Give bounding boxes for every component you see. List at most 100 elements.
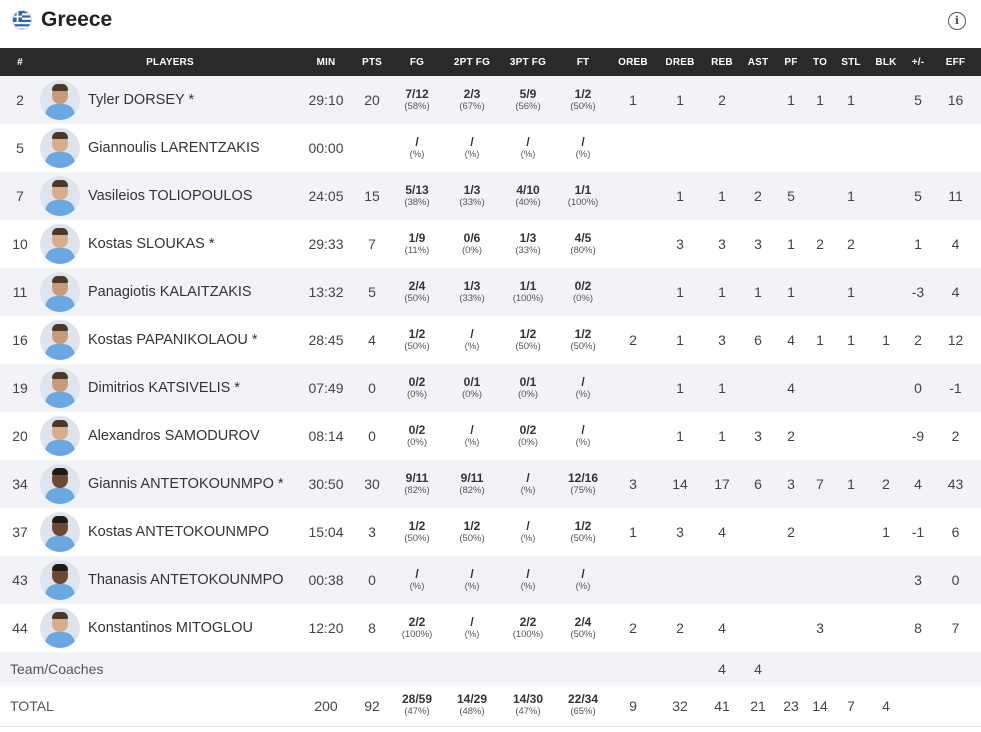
- dreb-cell: 3: [676, 236, 684, 252]
- column-header[interactable]: 2PT FG: [453, 56, 491, 68]
- pts-cell: 0: [368, 428, 376, 444]
- fg2-percentage: (33%): [459, 196, 485, 208]
- player-name[interactable]: Alexandros SAMODUROV: [88, 428, 260, 444]
- blk-cell: [906, 652, 930, 686]
- fg2-cell: 9/11 (82%): [442, 460, 502, 508]
- column-header[interactable]: FG: [409, 56, 425, 68]
- table-row[interactable]: 2 Tyler DORSEY * 29:10 20 7/12 (58%) 2/3 (67%) 5…: [0, 76, 981, 124]
- table-row[interactable]: 11 Panagiotis KALAITZAKIS 13:32 5 2/4 (50%) 1/…: [0, 268, 981, 316]
- table-row[interactable]: 44 Konstantinos MITOGLOU 12:20 8 2/2 (100%) /(…: [0, 604, 981, 652]
- table-row[interactable]: 37 Kostas ANTETOKOUNMPO 15:04 3 1/2 (50%) 1/2(…: [0, 508, 981, 556]
- table-row[interactable]: 19 Dimitrios KATSIVELIS * 07:49 0 0/2 (0%) 0/1…: [0, 364, 981, 412]
- team-name: Greece: [41, 8, 113, 31]
- table-row[interactable]: 16 Kostas PAPANIKOLAOU * 28:45 4 1/2 (50%) / (%…: [0, 316, 981, 364]
- player-cell[interactable]: Giannoulis LARENTZAKIS: [40, 124, 300, 172]
- fg3-percentage: (0%): [517, 436, 539, 448]
- fg-cell: 5/13 (38%): [392, 172, 442, 220]
- column-header[interactable]: EFF: [945, 56, 966, 68]
- ft-percentage: (50%): [570, 100, 596, 112]
- player-name[interactable]: Thanasis ANTETOKOUNMPO: [88, 572, 284, 588]
- player-name[interactable]: Panagiotis KALAITZAKIS: [88, 284, 252, 300]
- dreb-cell: 14: [672, 476, 688, 492]
- avatar: [40, 560, 80, 600]
- table-row[interactable]: 20 Alexandros SAMODUROV 08:14 0 0/2 (0%) / (%) 0…: [0, 412, 981, 460]
- column-header[interactable]: PTS: [361, 56, 383, 68]
- reb-cell: 17: [714, 476, 730, 492]
- player-name[interactable]: Dimitrios KATSIVELIS *: [88, 380, 241, 396]
- column-header[interactable]: +/-: [911, 56, 925, 68]
- player-name[interactable]: Giannoulis LARENTZAKIS: [88, 140, 260, 156]
- player-cell[interactable]: Vasileios TOLIOPOULOS: [40, 172, 300, 220]
- player-cell[interactable]: Alexandros SAMODUROV: [40, 412, 300, 460]
- fg2-made-attempted: 0/1: [463, 374, 481, 389]
- fg3-percentage: (%): [520, 484, 536, 496]
- ft-cell: 4/5 (80%): [554, 220, 612, 268]
- pm-cell: 5: [914, 188, 922, 204]
- fg2-cell: / (%): [442, 412, 502, 460]
- fg2-percentage: (50%): [459, 532, 485, 544]
- player-cell[interactable]: Thanasis ANTETOKOUNMPO: [40, 556, 300, 604]
- pf-cell: [804, 652, 836, 686]
- pts-cell: 8: [368, 620, 376, 636]
- column-header[interactable]: STL: [841, 56, 861, 68]
- column-header[interactable]: PF: [784, 56, 798, 68]
- pm-cell: 5: [914, 92, 922, 108]
- table-row[interactable]: 34 Giannis ANTETOKOUNMPO * 30:50 30 9/11 (82%…: [0, 460, 981, 508]
- ft-percentage: (0%): [572, 292, 594, 304]
- pm-cell: -1: [911, 524, 925, 540]
- player-cell[interactable]: Dimitrios KATSIVELIS *: [40, 364, 300, 412]
- column-header[interactable]: MIN: [316, 56, 336, 68]
- column-header[interactable]: TO: [812, 56, 828, 68]
- column-header[interactable]: DREB: [665, 56, 695, 68]
- fg-percentage: (58%): [404, 100, 430, 112]
- table-row[interactable]: 43 Thanasis ANTETOKOUNMPO 00:38 0/(%) / (%) /(…: [0, 556, 981, 604]
- player-cell[interactable]: Kostas PAPANIKOLAOU *: [40, 316, 300, 364]
- fg3-percentage: (0%): [517, 388, 539, 400]
- table-row[interactable]: 7 Vasileios TOLIOPOULOS 24:05 15 5/13 (38%) 1/…: [0, 172, 981, 220]
- ast-cell: 6: [754, 332, 762, 348]
- player-cell[interactable]: Giannis ANTETOKOUNMPO *: [40, 460, 300, 508]
- column-header[interactable]: OREB: [618, 56, 648, 68]
- column-header[interactable]: PLAYERS: [146, 56, 194, 68]
- pf-cell: 5: [787, 188, 795, 204]
- fg3-percentage: (100%): [512, 292, 544, 304]
- column-header[interactable]: FT: [576, 56, 590, 68]
- player-name[interactable]: Kostas SLOUKAS *: [88, 236, 215, 252]
- dreb-cell: 3: [676, 524, 684, 540]
- table-row[interactable]: 10 Kostas SLOUKAS * 29:33 7 1/9 (11%) 0/6 (0%) 1…: [0, 220, 981, 268]
- fg-cell: 1/2 (50%): [392, 316, 442, 364]
- min-cell: 08:14: [308, 428, 344, 444]
- min-cell: 28:45: [308, 332, 344, 348]
- player-cell[interactable]: Tyler DORSEY *: [40, 76, 300, 124]
- player-name[interactable]: Vasileios TOLIOPOULOS: [88, 188, 253, 204]
- reb-cell: 1: [718, 188, 726, 204]
- info-icon[interactable]: i: [948, 12, 966, 30]
- player-name[interactable]: Konstantinos MITOGLOU: [88, 620, 253, 636]
- pf-cell: 1: [787, 236, 795, 252]
- player-cell[interactable]: Kostas ANTETOKOUNMPO: [40, 508, 300, 556]
- column-header[interactable]: REB: [711, 56, 733, 68]
- ast-cell: [738, 604, 778, 652]
- column-header[interactable]: BLK: [875, 56, 897, 68]
- fg3-cell: 2/2 (100%): [502, 604, 554, 652]
- column-header[interactable]: #: [17, 56, 23, 68]
- fg3-percentage: (100%): [512, 628, 544, 640]
- player-cell[interactable]: Panagiotis KALAITZAKIS: [40, 268, 300, 316]
- player-cell[interactable]: Kostas SLOUKAS *: [40, 220, 300, 268]
- player-name[interactable]: Kostas PAPANIKOLAOU *: [88, 332, 258, 348]
- player-name[interactable]: Giannis ANTETOKOUNMPO *: [88, 476, 284, 492]
- fg3-made-attempted: /: [526, 470, 530, 485]
- table-row[interactable]: 5 Giannoulis LARENTZAKIS 00:00/(%) / (%) / (%)…: [0, 124, 981, 172]
- column-header[interactable]: AST: [747, 56, 769, 68]
- reb-cell: 4: [754, 661, 762, 677]
- column-header[interactable]: 3PT FG: [509, 56, 547, 68]
- to-cell: [804, 508, 836, 556]
- player-name[interactable]: Tyler DORSEY *: [88, 92, 195, 108]
- player-cell[interactable]: Konstantinos MITOGLOU: [40, 604, 300, 652]
- oreb-cell: [612, 268, 654, 316]
- fg3-cell: 1/1 (100%): [502, 268, 554, 316]
- pts-cell: 0: [368, 380, 376, 396]
- player-name[interactable]: Kostas ANTETOKOUNMPO: [88, 524, 270, 540]
- oreb-cell: [612, 124, 654, 172]
- eff-cell: 4: [951, 236, 960, 252]
